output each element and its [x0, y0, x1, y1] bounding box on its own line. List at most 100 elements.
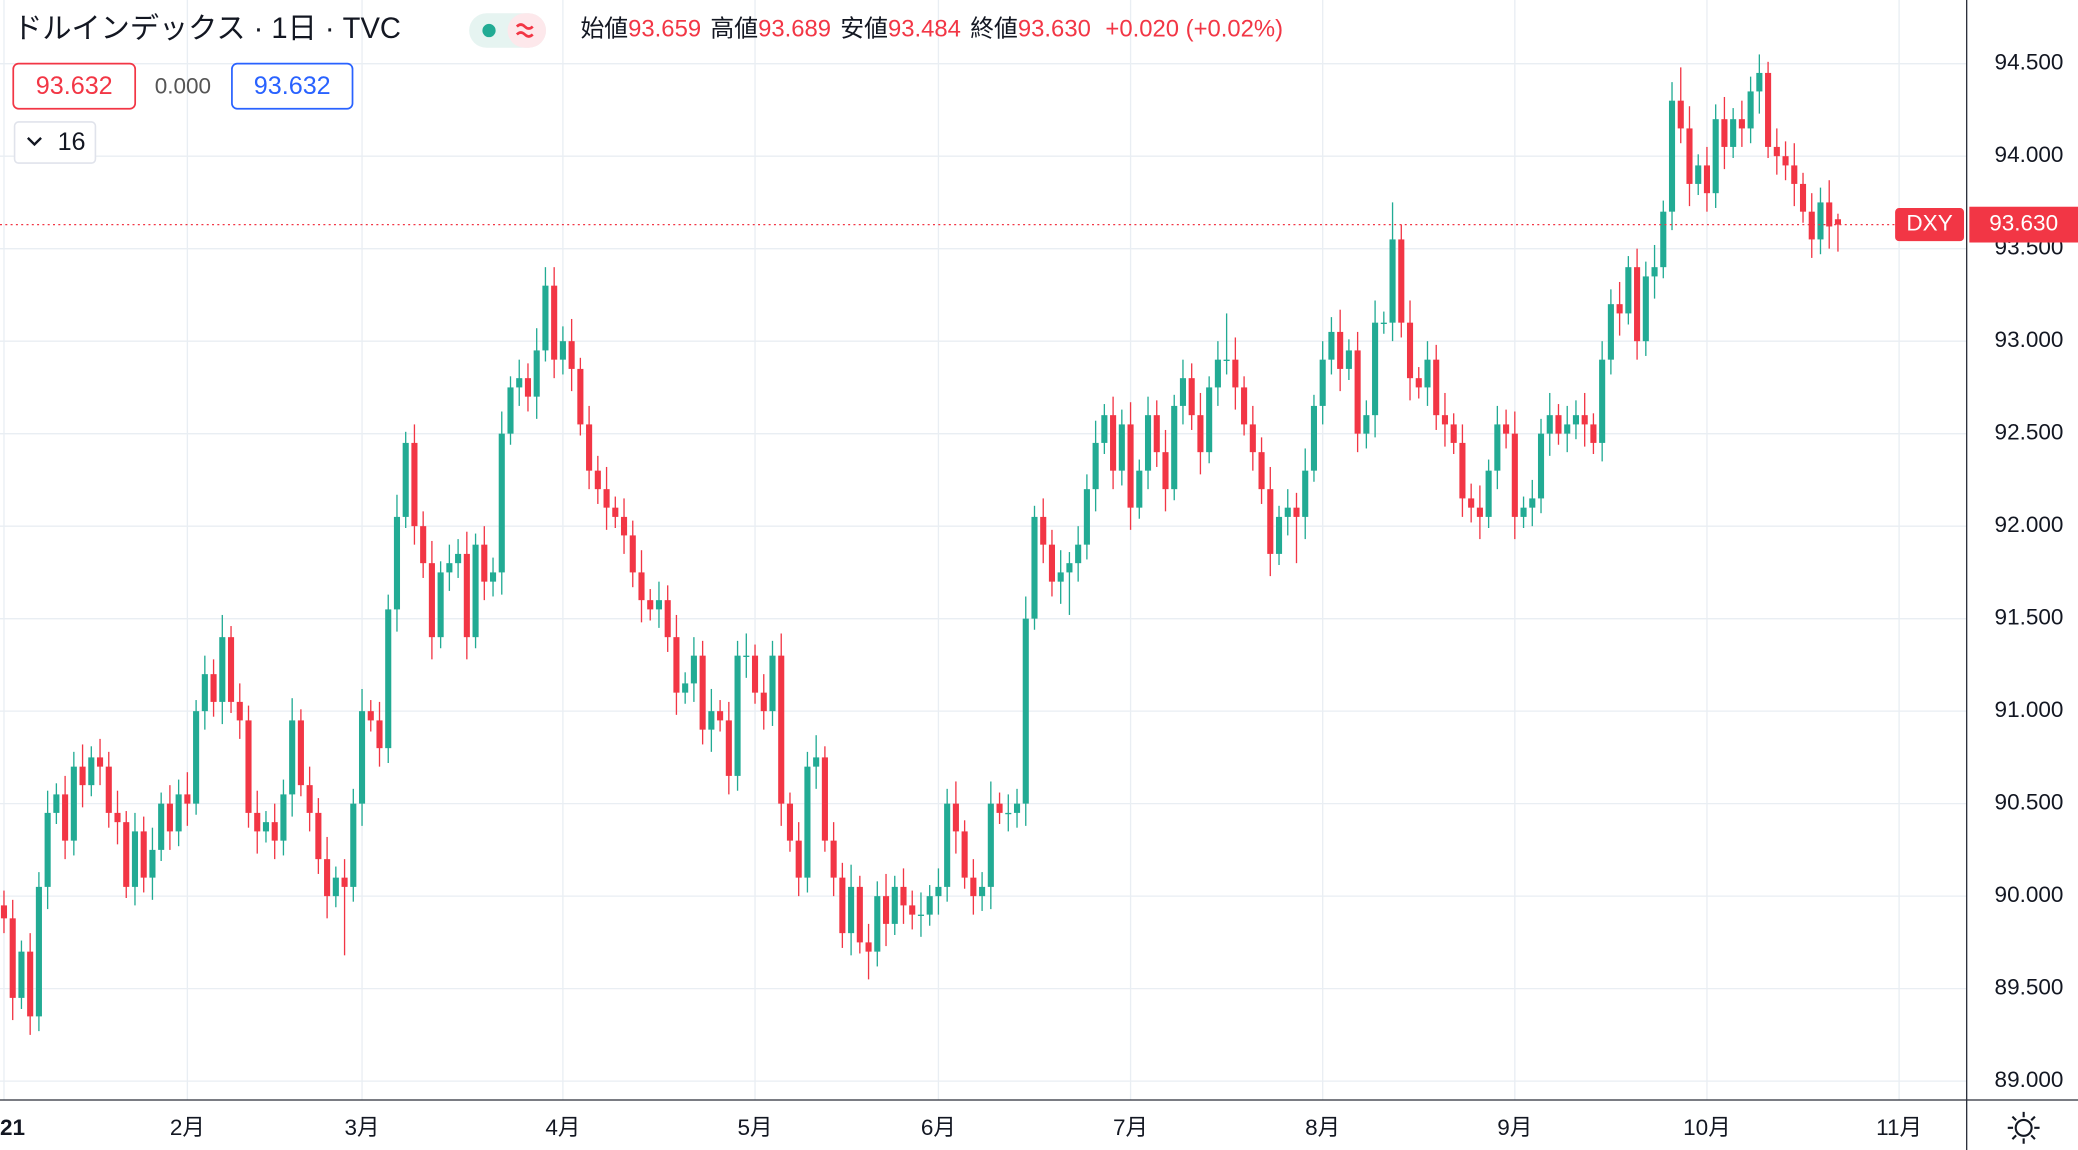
candle-body [1275, 516, 1283, 554]
candle-body [131, 831, 139, 887]
candle-body [577, 368, 584, 425]
candle-body [1686, 128, 1693, 184]
high-value: 93.689 [758, 16, 831, 43]
candle-body [1048, 544, 1056, 582]
candle-body [909, 905, 916, 915]
candle-body [979, 886, 986, 897]
candle-body [1153, 415, 1160, 453]
candle-body [830, 840, 837, 878]
candle-body [848, 886, 855, 934]
candle-body [420, 526, 427, 564]
last-price-label: 93.630 [1989, 211, 2058, 236]
candle-body [682, 683, 689, 693]
status-pill[interactable] [469, 13, 547, 48]
candle-body [175, 794, 182, 832]
candle-body [1747, 91, 1754, 129]
candle-body [1223, 359, 1230, 361]
candle-body [1625, 267, 1632, 314]
candle-body [1817, 202, 1824, 240]
x-tick-label: 2月 [170, 1115, 205, 1140]
candle-body [673, 637, 680, 693]
candle-body [1328, 331, 1335, 360]
candle-body [44, 812, 51, 887]
x-tick-label: 8月 [1305, 1115, 1340, 1140]
candle-body [306, 785, 313, 813]
candle-body [1206, 387, 1213, 453]
candle-body [1031, 516, 1038, 619]
candle-body [1083, 489, 1090, 545]
candle-body [655, 600, 663, 610]
candle-body [542, 285, 549, 351]
y-tick-label: 91.500 [1995, 605, 2064, 630]
candle-body [1703, 165, 1711, 194]
candle-body [428, 563, 435, 638]
candle-body [1634, 267, 1641, 342]
candle-body [1799, 183, 1807, 212]
open-value: 93.659 [628, 16, 701, 43]
candle-body [1730, 119, 1737, 147]
candle-body [1075, 544, 1082, 564]
close-label: 終値 [970, 16, 1018, 43]
candle-body [568, 341, 575, 369]
candle-body [1398, 239, 1405, 323]
candle-body [551, 285, 558, 360]
chevron-icon [26, 137, 42, 147]
x-tick-label: 10月 [1683, 1115, 1731, 1140]
price-badges: DXY 93.630 [1895, 206, 2078, 243]
x-tick-label: 4月 [545, 1115, 580, 1140]
candle-body [769, 655, 776, 712]
candle-body [1581, 415, 1588, 425]
candle-body [472, 544, 479, 638]
candle-body [481, 544, 488, 582]
sell-button[interactable]: 93.632 [12, 62, 137, 110]
sell-box [12, 62, 137, 110]
candle-body [1511, 433, 1518, 517]
candle-body [1319, 359, 1326, 406]
indicators-toggle[interactable]: 16 [13, 121, 97, 164]
open-label: 始値 [580, 16, 628, 43]
candle-body [498, 433, 505, 573]
candle-body [996, 803, 1003, 813]
candle-body [1345, 350, 1352, 369]
x-tick-label: 5月 [738, 1115, 773, 1140]
candle-body [166, 803, 173, 832]
y-tick-label: 89.500 [1995, 975, 2064, 1000]
candle-body [1372, 322, 1379, 416]
candle-body [411, 442, 418, 527]
symbol-badge [1895, 208, 1965, 242]
candle-body [1520, 507, 1527, 517]
y-tick-label: 93.000 [1995, 327, 2064, 352]
market-open-dot [482, 23, 496, 38]
candle-body [9, 918, 16, 998]
candle-body [1712, 119, 1719, 194]
candle-body [1756, 72, 1763, 92]
candle-body [1005, 812, 1012, 815]
candle-body [367, 711, 374, 721]
settings-icon[interactable] [2007, 1111, 2040, 1144]
candle-body [1660, 211, 1667, 268]
candle-body [1092, 442, 1099, 490]
candle-body [402, 442, 409, 517]
candle-body [193, 711, 200, 804]
candle-body [219, 637, 226, 702]
candle-body [1162, 452, 1169, 490]
candle-body [1310, 405, 1318, 471]
candle-body [463, 553, 470, 638]
candle-body [1695, 165, 1702, 184]
chart-title: ドルインデックス · 1日 · TVC [13, 12, 401, 45]
x-tick-label: 11月 [1876, 1115, 1922, 1140]
indicator-count: 16 [58, 128, 86, 156]
plot-area [0, 54, 1967, 1035]
candle-body [1494, 424, 1501, 471]
candle-body [1171, 405, 1178, 490]
candle-body [1013, 803, 1021, 813]
candle-body [53, 794, 60, 813]
candle-body [594, 470, 601, 490]
candle-body [865, 942, 872, 952]
candle-body [1302, 470, 1309, 517]
buy-button[interactable]: 93.632 [231, 62, 354, 110]
candle-body [1380, 322, 1387, 324]
candle-body [1572, 415, 1580, 425]
candle-body [62, 794, 69, 841]
